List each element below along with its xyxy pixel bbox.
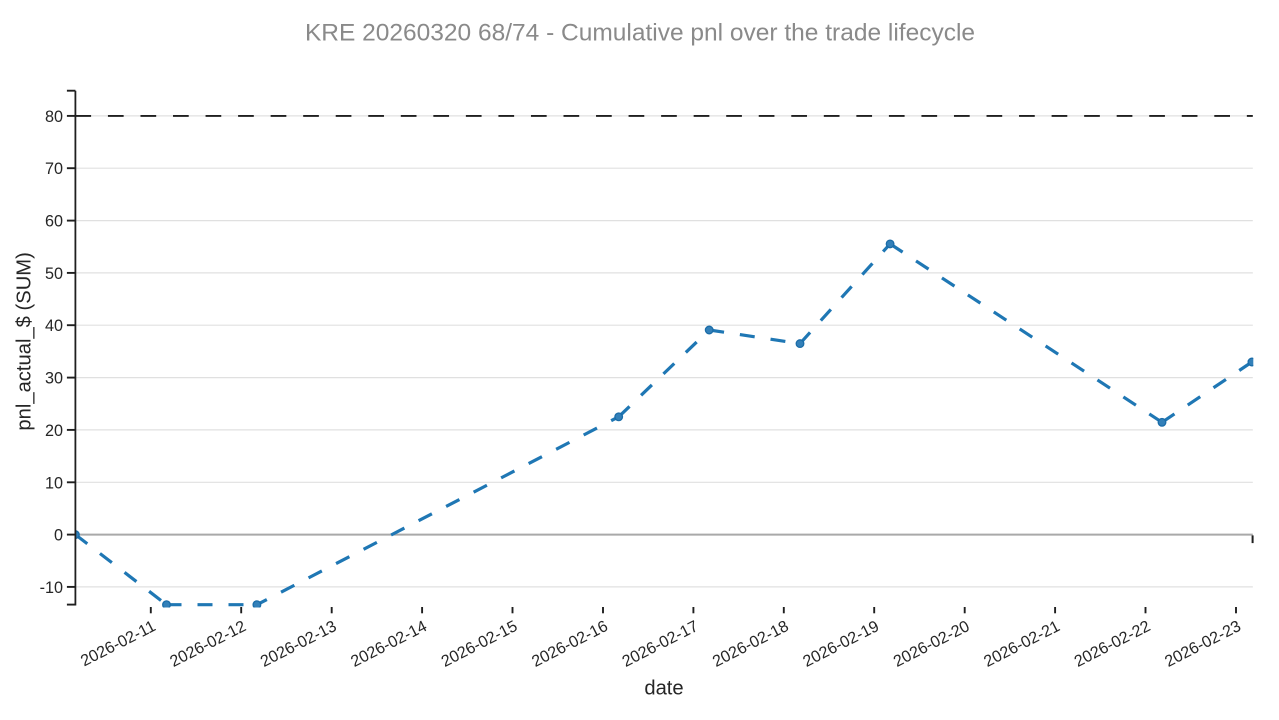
svg-text:pnl_actual_$ (SUM): pnl_actual_$ (SUM) — [13, 252, 35, 430]
svg-text:70: 70 — [45, 160, 63, 178]
svg-text:2026-02-22: 2026-02-22 — [1071, 617, 1153, 671]
svg-text:2026-02-14: 2026-02-14 — [348, 617, 430, 671]
svg-text:-10: -10 — [40, 579, 63, 597]
svg-text:2026-02-13: 2026-02-13 — [258, 617, 340, 671]
svg-text:2026-02-23: 2026-02-23 — [1162, 617, 1244, 671]
svg-text:80: 80 — [45, 108, 63, 126]
svg-text:2026-02-20: 2026-02-20 — [891, 617, 973, 671]
svg-text:0: 0 — [54, 527, 63, 545]
svg-text:30: 30 — [45, 370, 63, 388]
svg-text:2026-02-16: 2026-02-16 — [529, 617, 611, 671]
svg-text:2026-02-21: 2026-02-21 — [981, 617, 1063, 671]
svg-text:40: 40 — [45, 317, 63, 335]
svg-text:date: date — [644, 678, 683, 700]
svg-text:KRE 20260320 68/74 - Cumulativ: KRE 20260320 68/74 - Cumulative pnl over… — [305, 19, 975, 46]
svg-text:20: 20 — [45, 422, 63, 440]
svg-text:2026-02-19: 2026-02-19 — [800, 617, 882, 671]
svg-text:2026-02-12: 2026-02-12 — [167, 617, 249, 671]
svg-text:50: 50 — [45, 265, 63, 283]
svg-text:60: 60 — [45, 213, 63, 231]
svg-text:10: 10 — [45, 474, 63, 492]
svg-text:2026-02-15: 2026-02-15 — [438, 617, 520, 671]
svg-text:2026-02-11: 2026-02-11 — [78, 617, 159, 670]
svg-text:2026-02-17: 2026-02-17 — [619, 617, 701, 671]
svg-text:2026-02-18: 2026-02-18 — [710, 617, 792, 671]
